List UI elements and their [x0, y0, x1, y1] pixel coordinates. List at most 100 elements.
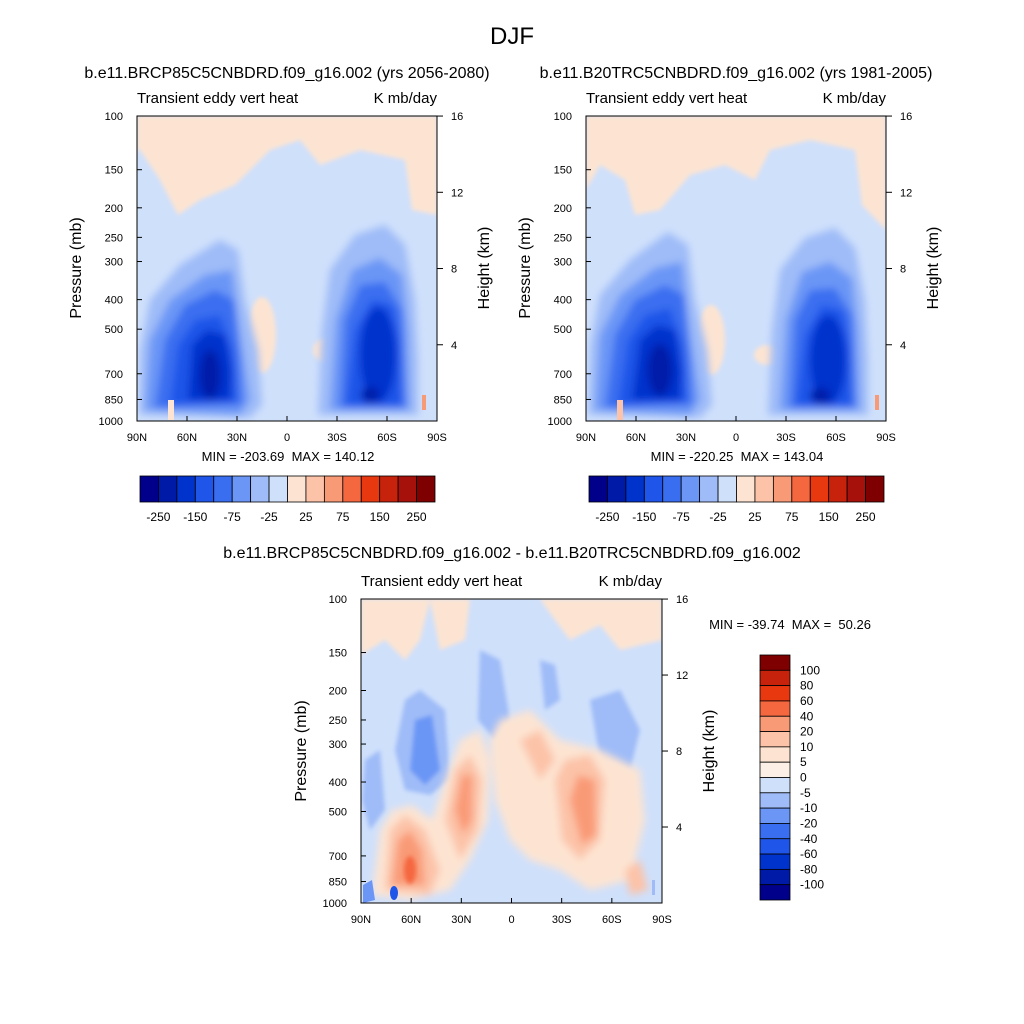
- pressure-tick-label: 500: [554, 324, 572, 336]
- colorbar-label: 150: [819, 510, 839, 524]
- colorbar-swatch: [397, 475, 417, 503]
- colorbar-swatch: [379, 475, 399, 503]
- colorbar-swatch: [759, 823, 791, 840]
- panel-future-rticks: 16 12 8 4: [437, 111, 463, 352]
- height-tick-label: 16: [451, 111, 463, 123]
- colorbar-label: -25: [260, 510, 278, 524]
- colorbar-swatch: [759, 807, 791, 824]
- latitude-tick-label: 30S: [552, 914, 572, 926]
- latitude-tick-label: 30N: [451, 914, 471, 926]
- pressure-tick-label: 100: [554, 111, 572, 123]
- height-tick-label: 12: [451, 187, 463, 199]
- latitude-tick-label: 30S: [327, 432, 347, 444]
- colorbar-swatch: [759, 746, 791, 763]
- panel-future-title: b.e11.BRCP85C5CNBDRD.f09_g16.002 (yrs 20…: [84, 65, 489, 82]
- colorbar-label: 80: [800, 679, 814, 693]
- panel-historical-stats: MIN = -220.25 MAX = 143.04: [651, 449, 824, 464]
- pressure-tick-label: 300: [105, 257, 123, 269]
- colorbar-swatch: [416, 475, 436, 503]
- colorbar-label: -80: [800, 862, 818, 876]
- colorbar-swatch: [772, 475, 793, 503]
- latitude-tick-label: 60S: [602, 914, 622, 926]
- colorbar-label: -150: [632, 510, 656, 524]
- pressure-tick-label: 850: [329, 877, 347, 889]
- colorbar-swatch: [717, 475, 737, 503]
- panel-future: b.e11.BRCP85C5CNBDRD.f09_g16.002 (yrs 20…: [68, 65, 493, 524]
- panel-historical-rticks: 16 12 8 4: [886, 111, 912, 352]
- pressure-tick-label: 700: [554, 369, 572, 381]
- colorbar-swatch: [759, 853, 791, 870]
- latitude-tick-label: 60N: [401, 914, 421, 926]
- colorbar-label: 5: [800, 755, 807, 769]
- latitude-tick-label: 30N: [227, 432, 247, 444]
- latitude-tick-label: 90S: [652, 914, 672, 926]
- latitude-tick-label: 30N: [676, 432, 696, 444]
- panel-future-ylabel-right: Height (km): [476, 227, 493, 310]
- colorbar-label: 60: [800, 694, 814, 708]
- panel-difference-xticks: 90N 60N 30N 0 30S 60S 90S: [351, 898, 672, 926]
- height-tick-label: 12: [900, 187, 912, 199]
- colorbar-swatch: [662, 475, 682, 503]
- figure-title: DJF: [490, 23, 534, 50]
- height-tick-label: 4: [676, 822, 682, 834]
- colorbar-swatch: [139, 475, 159, 503]
- latitude-tick-label: 0: [733, 432, 739, 444]
- latitude-tick-label: 90N: [351, 914, 371, 926]
- colorbar-label: 100: [800, 663, 820, 677]
- colorbar-swatch: [588, 475, 608, 503]
- panel-historical-ylabel-right: Height (km): [925, 227, 942, 310]
- panel-difference: b.e11.BRCP85C5CNBDRD.f09_g16.002 - b.e11…: [223, 545, 871, 926]
- panel-future-ylabel: Pressure (mb): [68, 217, 85, 318]
- colorbar-swatch: [250, 475, 270, 503]
- panel-historical-ylabel: Pressure (mb): [517, 217, 534, 318]
- colorbar-swatch: [305, 475, 325, 503]
- panel-difference-field: [361, 599, 662, 903]
- panel-historical-title: b.e11.B20TRC5CNBDRD.f09_g16.002 (yrs 198…: [540, 65, 933, 82]
- pressure-tick-label: 850: [554, 394, 572, 406]
- colorbar-label: -250: [595, 510, 619, 524]
- height-tick-label: 12: [676, 670, 688, 682]
- pressure-tick-label: 500: [105, 324, 123, 336]
- height-tick-label: 16: [676, 594, 688, 606]
- colorbar-swatch: [791, 475, 811, 503]
- panel-difference-rticks: 16 12 8 4: [662, 594, 688, 834]
- panel-difference-ylabel-right: Height (km): [701, 710, 718, 793]
- colorbar-label: -75: [224, 510, 242, 524]
- colorbar-swatch: [699, 475, 719, 503]
- colorbar-swatch: [759, 654, 791, 671]
- panel-difference-yticks: 100 150 200 250 300 400 500 700 850 1000: [323, 594, 366, 910]
- colorbar-label: -20: [800, 816, 818, 830]
- colorbar-label: 75: [336, 510, 350, 524]
- panel-historical-field: [586, 116, 886, 421]
- latitude-tick-label: 90S: [876, 432, 896, 444]
- pressure-tick-label: 1000: [548, 416, 572, 428]
- pressure-tick-label: 300: [329, 739, 347, 751]
- colorbar-swatch: [231, 475, 252, 503]
- latitude-tick-label: 60S: [377, 432, 397, 444]
- pressure-tick-label: 250: [105, 232, 123, 244]
- latitude-tick-label: 60N: [177, 432, 197, 444]
- colorbar-swatch: [759, 715, 791, 732]
- panel-historical-yticks: 100 150 200 250 300 400 500 700 850 1000: [548, 111, 591, 428]
- pressure-tick-label: 250: [329, 715, 347, 727]
- pressure-tick-label: 150: [105, 165, 123, 177]
- colorbar-swatch: [759, 777, 791, 794]
- colorbar-label: -150: [183, 510, 207, 524]
- height-tick-label: 4: [900, 340, 906, 352]
- pressure-tick-label: 200: [554, 203, 572, 215]
- pressure-tick-label: 1000: [99, 416, 123, 428]
- colorbar-swatch: [754, 475, 774, 503]
- colorbar-label: -100: [800, 878, 824, 892]
- colorbar-label: 40: [800, 709, 814, 723]
- panel-future-xticks: 90N 60N 30N 0 30S 60S 90S: [127, 416, 447, 444]
- pressure-tick-label: 200: [105, 203, 123, 215]
- latitude-tick-label: 0: [284, 432, 290, 444]
- height-tick-label: 8: [676, 746, 682, 758]
- colorbar-label: -60: [800, 847, 818, 861]
- latitude-tick-label: 90S: [427, 432, 447, 444]
- latitude-tick-label: 30S: [776, 432, 796, 444]
- panel-historical-right-label: K mb/day: [823, 90, 887, 107]
- latitude-tick-label: 60N: [626, 432, 646, 444]
- panel-historical: b.e11.B20TRC5CNBDRD.f09_g16.002 (yrs 198…: [517, 65, 942, 524]
